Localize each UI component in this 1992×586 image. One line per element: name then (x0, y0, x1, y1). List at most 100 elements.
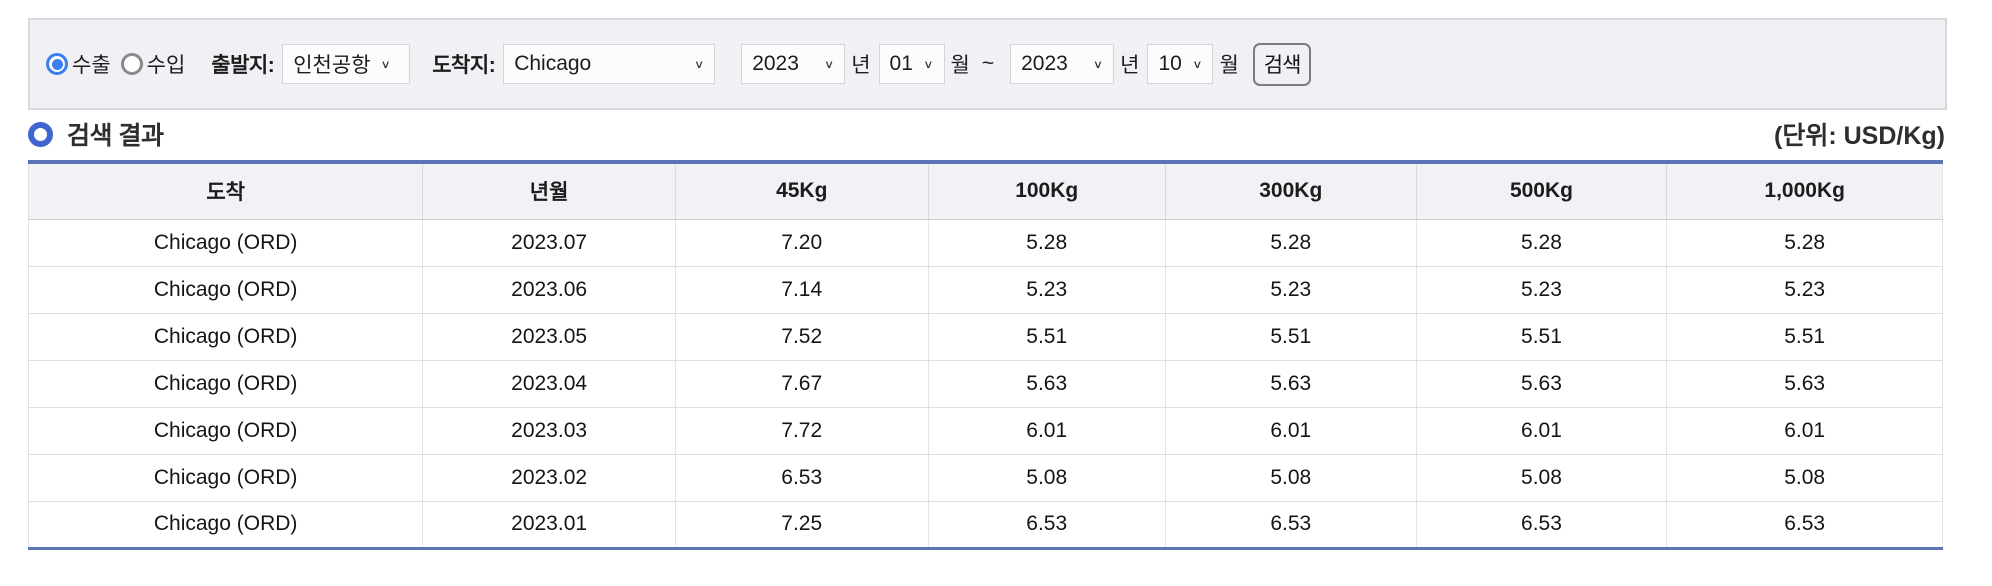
end-month-suffix: 월 (1219, 54, 1239, 77)
cell-rate-500kg: 6.01 (1416, 407, 1668, 455)
cell-rate-1000kg: 6.53 (1666, 501, 1943, 548)
cell-rate-45kg: 7.67 (675, 360, 929, 408)
cell-rate-300kg: 6.01 (1165, 407, 1417, 455)
cell-yearmonth: 2023.05 (422, 313, 676, 361)
cell-rate-500kg: 5.23 (1416, 266, 1668, 314)
cell-rate-1000kg: 6.01 (1666, 407, 1943, 455)
cell-yearmonth: 2023.07 (422, 219, 676, 267)
cell-rate-100kg: 5.28 (928, 219, 1166, 267)
origin-select[interactable]: 인천공항 ∨ (282, 44, 411, 84)
cell-yearmonth: 2023.03 (422, 407, 676, 455)
cell-rate-100kg: 5.51 (928, 313, 1166, 361)
cell-rate-45kg: 7.52 (675, 313, 929, 361)
start-month-suffix: 월 (950, 54, 970, 77)
chevron-down-icon: ∨ (923, 57, 934, 70)
cell-destination: Chicago (ORD) (27, 454, 424, 502)
cell-rate-500kg: 5.08 (1416, 454, 1668, 502)
cell-rate-300kg: 5.28 (1165, 219, 1417, 267)
end-month-select[interactable]: 10 ∨ (1147, 44, 1214, 84)
col-header-100kg: 100Kg (928, 162, 1166, 220)
results-bullet-icon (28, 121, 53, 147)
destination-label: 도착지: (432, 54, 496, 77)
chevron-down-icon: ∨ (380, 57, 391, 70)
cell-rate-45kg: 7.20 (675, 219, 929, 267)
chevron-down-icon: ∨ (693, 57, 705, 70)
start-year-suffix: 년 (851, 54, 871, 77)
cell-rate-300kg: 5.51 (1165, 313, 1417, 361)
period-separator: ~ (981, 52, 995, 75)
radio-export[interactable]: 수출 (46, 49, 111, 79)
cell-rate-45kg: 7.14 (675, 266, 929, 314)
table-row: Chicago (ORD) 2023.02 6.53 5.08 5.08 5.0… (27, 454, 1943, 502)
destination-select[interactable]: Chicago ∨ (503, 44, 716, 84)
table-row: Chicago (ORD) 2023.03 7.72 6.01 6.01 6.0… (27, 407, 1943, 455)
cell-rate-500kg: 6.53 (1416, 501, 1668, 548)
cell-yearmonth: 2023.04 (422, 360, 676, 408)
end-year-value: 2023 (1021, 52, 1068, 75)
col-header-500kg: 500Kg (1416, 162, 1668, 220)
cell-destination: Chicago (ORD) (27, 219, 424, 267)
start-year-select[interactable]: 2023 ∨ (741, 44, 846, 84)
radio-import[interactable]: 수입 (120, 49, 186, 79)
origin-select-value: 인천공항 (293, 54, 371, 77)
results-header: 검색 결과 (단위: USD/Kg) (28, 112, 1945, 156)
table-row: Chicago (ORD) 2023.01 7.25 6.53 6.53 6.5… (27, 501, 1943, 548)
cell-rate-1000kg: 5.63 (1666, 360, 1943, 408)
search-filter-bar: 수출 수입 출발지: 인천공항 ∨ 도착지: Chicago ∨ 2023 ∨ … (28, 18, 1947, 110)
table-row: Chicago (ORD) 2023.06 7.14 5.23 5.23 5.2… (27, 266, 1943, 314)
results-title: 검색 결과 (67, 122, 164, 150)
col-header-300kg: 300Kg (1165, 162, 1417, 220)
radio-selected-icon[interactable] (46, 53, 68, 75)
cell-rate-300kg: 5.63 (1165, 360, 1417, 408)
cell-destination: Chicago (ORD) (27, 501, 424, 548)
cell-rate-100kg: 5.08 (928, 454, 1166, 502)
table-row: Chicago (ORD) 2023.05 7.52 5.51 5.51 5.5… (27, 313, 1943, 361)
cell-rate-45kg: 7.72 (675, 407, 929, 455)
cell-rate-100kg: 5.63 (928, 360, 1166, 408)
col-header-yearmonth: 년월 (422, 162, 676, 220)
col-header-1000kg: 1,000Kg (1666, 162, 1943, 220)
origin-label: 출발지: (211, 54, 275, 77)
col-header-45kg: 45Kg (675, 162, 929, 220)
cell-rate-1000kg: 5.28 (1666, 219, 1943, 267)
cell-destination: Chicago (ORD) (27, 313, 424, 361)
cell-rate-45kg: 7.25 (675, 501, 929, 548)
end-month-value: 10 (1158, 52, 1182, 75)
destination-select-value: Chicago (514, 52, 592, 75)
radio-unselected-icon[interactable] (120, 53, 143, 75)
cell-rate-100kg: 5.23 (928, 266, 1166, 314)
cell-destination: Chicago (ORD) (27, 266, 424, 314)
start-month-value: 01 (889, 52, 913, 75)
table-row: Chicago (ORD) 2023.07 7.20 5.28 5.28 5.2… (27, 219, 1943, 267)
cell-rate-500kg: 5.28 (1416, 219, 1668, 267)
table-row: Chicago (ORD) 2023.04 7.67 5.63 5.63 5.6… (27, 360, 1943, 408)
end-year-select[interactable]: 2023 ∨ (1010, 44, 1115, 84)
rate-table: 도착 년월 45Kg 100Kg 300Kg 500Kg 1,000Kg Chi… (27, 160, 1943, 550)
end-year-suffix: 년 (1120, 54, 1140, 77)
cell-yearmonth: 2023.02 (422, 454, 676, 502)
cell-rate-1000kg: 5.51 (1666, 313, 1943, 361)
search-button[interactable]: 검색 (1252, 42, 1312, 86)
chevron-down-icon: ∨ (1092, 57, 1104, 70)
cell-destination: Chicago (ORD) (27, 360, 424, 408)
radio-export-label: 수출 (72, 54, 111, 77)
table-header-row: 도착 년월 45Kg 100Kg 300Kg 500Kg 1,000Kg (27, 162, 1943, 220)
cell-rate-300kg: 5.23 (1165, 266, 1417, 314)
start-year-value: 2023 (752, 52, 799, 75)
chevron-down-icon: ∨ (823, 57, 835, 70)
cell-rate-1000kg: 5.08 (1666, 454, 1943, 502)
cell-rate-500kg: 5.63 (1416, 360, 1668, 408)
cell-rate-300kg: 5.08 (1165, 454, 1417, 502)
cell-destination: Chicago (ORD) (27, 407, 424, 455)
col-header-destination: 도착 (27, 162, 424, 220)
cell-yearmonth: 2023.06 (422, 266, 676, 314)
start-month-select[interactable]: 01 ∨ (878, 44, 945, 84)
cell-rate-45kg: 6.53 (675, 454, 929, 502)
chevron-down-icon: ∨ (1192, 57, 1203, 70)
radio-import-label: 수입 (146, 54, 186, 77)
cell-rate-500kg: 5.51 (1416, 313, 1668, 361)
cell-rate-100kg: 6.01 (928, 407, 1166, 455)
results-unit-label: (단위: USD/Kg) (1774, 122, 1945, 150)
cell-yearmonth: 2023.01 (422, 501, 676, 548)
cell-rate-300kg: 6.53 (1165, 501, 1417, 548)
